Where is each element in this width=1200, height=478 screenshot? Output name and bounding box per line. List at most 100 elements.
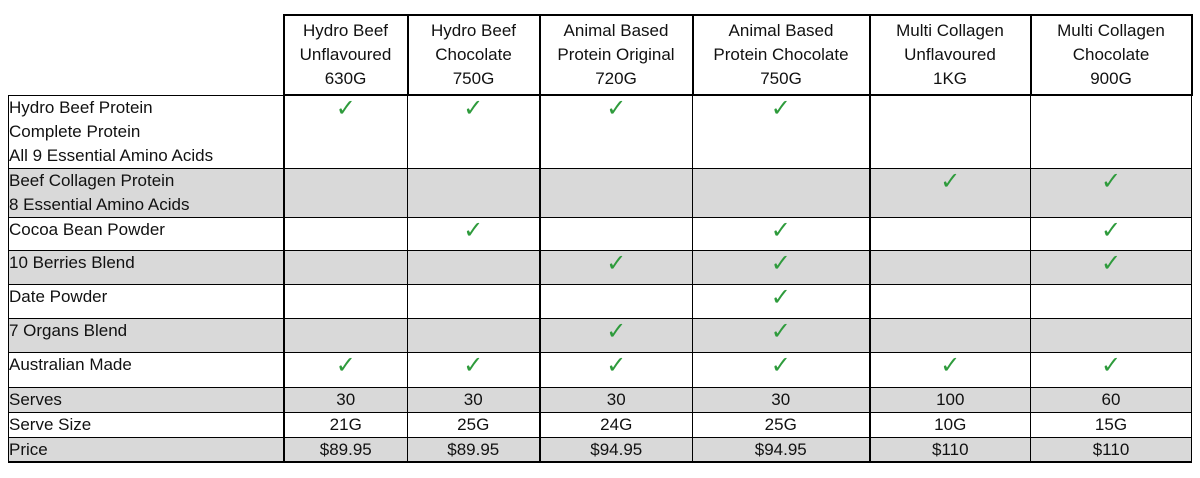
column-header-line: Chocolate <box>1072 45 1150 64</box>
table-cell <box>407 283 540 319</box>
table-cell: ✓ <box>407 215 540 251</box>
table-cell <box>282 216 408 251</box>
checkmark-icon: ✓ <box>606 248 627 277</box>
table-cell: ✓ <box>538 94 693 169</box>
column-header-line: Protein Original <box>557 45 675 64</box>
table-cell: ✓ <box>538 350 693 388</box>
table-cell <box>538 283 693 319</box>
table-cell: ✓ <box>692 283 870 319</box>
table-cell <box>407 317 540 353</box>
table-cell <box>868 216 1031 251</box>
table-cell: ✓ <box>692 94 870 169</box>
checkmark-icon: ✓ <box>335 350 356 379</box>
feature-row: Hydro Beef Protein Complete Protein All 9 … <box>8 94 1192 169</box>
column-header-line: Unflavoured <box>299 45 392 64</box>
row-label: Beef Collagen Protein 8 Essential Amino A… <box>8 167 284 218</box>
row-label-line: Australian Made <box>9 354 132 374</box>
comparison-table: Hydro Beef Unflavoured 630G Hydro Beef Choc… <box>8 14 1193 463</box>
value-cell: 25G <box>692 411 870 438</box>
checkmark-icon: ✓ <box>463 350 484 379</box>
value-cell: 24G <box>538 411 693 438</box>
column-header-hydro-beef-unflavoured: Hydro Beef Unflavoured 630G <box>282 14 409 96</box>
table-body: Hydro Beef Protein Complete Protein All 9 … <box>8 94 1192 463</box>
table-cell <box>868 94 1031 169</box>
feature-row: Australian Made ✓ ✓ ✓ ✓ ✓ ✓ <box>8 350 1192 388</box>
checkmark-icon: ✓ <box>463 94 484 122</box>
table-cell <box>282 167 408 218</box>
table-cell: ✓ <box>692 249 870 285</box>
value-cell: 30 <box>407 386 540 413</box>
table-cell <box>282 249 408 285</box>
table-cell: ✓ <box>868 350 1031 388</box>
checkmark-icon: ✓ <box>1100 350 1122 379</box>
row-label: Hydro Beef Protein Complete Protein All 9 … <box>8 94 284 169</box>
table-cell: ✓ <box>868 166 1031 218</box>
checkmark-icon: ✓ <box>606 350 627 379</box>
table-cell <box>1030 317 1192 353</box>
value-cell: $94.95 <box>692 436 870 463</box>
column-header-animal-based-chocolate: Animal Based Protein Chocolate 750G <box>691 14 871 96</box>
checkmark-icon: ✓ <box>606 316 627 345</box>
table-cell <box>538 216 693 251</box>
column-header-line: Animal Based <box>728 21 834 40</box>
table-cell <box>868 317 1031 353</box>
value-cell: 60 <box>1030 386 1192 413</box>
feature-row: Date Powder ✓ <box>8 283 1192 319</box>
feature-row: Cocoa Bean Powder ✓ ✓ ✓ <box>8 215 1192 251</box>
checkmark-icon: ✓ <box>1100 248 1122 277</box>
checkmark-icon: ✓ <box>770 215 791 244</box>
table-cell <box>868 249 1031 285</box>
row-label-line: 8 Essential Amino Acids <box>9 194 190 214</box>
checkmark-icon: ✓ <box>940 350 961 379</box>
feature-row: 7 Organs Blend ✓ ✓ <box>8 316 1192 353</box>
value-cell: 100 <box>868 386 1031 413</box>
value-row: Serves 30 30 30 30 100 60 <box>8 386 1192 413</box>
value-cell: $89.95 <box>282 436 408 463</box>
table-cell <box>692 167 870 218</box>
row-label-line: Beef Collagen Protein <box>9 170 175 190</box>
table-cell: ✓ <box>282 350 408 388</box>
value-cell: 21G <box>282 411 408 438</box>
checkmark-icon: ✓ <box>463 215 484 244</box>
table-cell: ✓ <box>1030 167 1192 218</box>
table-cell <box>407 249 540 285</box>
table-cell: ✓ <box>1030 350 1192 388</box>
value-cell: 25G <box>407 411 540 438</box>
value-cell: 30 <box>692 386 870 413</box>
row-label: Serves <box>8 386 284 413</box>
row-label: Serve Size <box>8 411 284 438</box>
column-header-multi-collagen-chocolate: Multi Collagen Chocolate 900G <box>1029 14 1193 96</box>
row-label-line: 7 Organs Blend <box>9 320 128 340</box>
column-header-animal-based-original: Animal Based Protein Original 720G <box>538 14 694 96</box>
checkmark-icon: ✓ <box>940 166 961 195</box>
table-cell <box>407 167 540 218</box>
value-cell: $94.95 <box>538 436 693 463</box>
header-row: Hydro Beef Unflavoured 630G Hydro Beef Choc… <box>8 14 1193 96</box>
value-cell: 30 <box>282 386 408 413</box>
column-header-line: 630G <box>324 69 367 88</box>
column-header-line: Multi Collagen <box>1057 21 1165 40</box>
value-cell: 15G <box>1030 411 1192 438</box>
column-header-line: Animal Based <box>563 21 669 40</box>
column-header-line: 720G <box>595 69 637 88</box>
checkmark-icon: ✓ <box>606 94 627 122</box>
table-cell: ✓ <box>1030 248 1192 285</box>
feature-row: Beef Collagen Protein 8 Essential Amino A… <box>8 166 1192 218</box>
table-cell: ✓ <box>407 350 540 388</box>
table-cell: ✓ <box>692 316 870 353</box>
row-label: Date Powder <box>8 283 284 319</box>
row-label: 10 Berries Blend <box>8 249 284 285</box>
table-cell: ✓ <box>692 215 870 251</box>
header-corner <box>8 15 285 95</box>
table-cell: ✓ <box>407 94 540 169</box>
table-cell <box>868 283 1031 319</box>
row-label: Cocoa Bean Powder <box>8 216 284 251</box>
table-cell: ✓ <box>692 351 870 388</box>
table-cell <box>1030 283 1192 319</box>
feature-row: 10 Berries Blend ✓ ✓ ✓ <box>8 248 1192 285</box>
value-row: Price $89.95 $89.95 $94.95 $94.95 $110 $110 <box>8 436 1192 463</box>
checkmark-icon: ✓ <box>770 316 791 345</box>
row-label-line: Cocoa Bean Powder <box>9 219 165 239</box>
checkmark-icon: ✓ <box>335 94 356 122</box>
value-cell: 10G <box>868 411 1031 438</box>
